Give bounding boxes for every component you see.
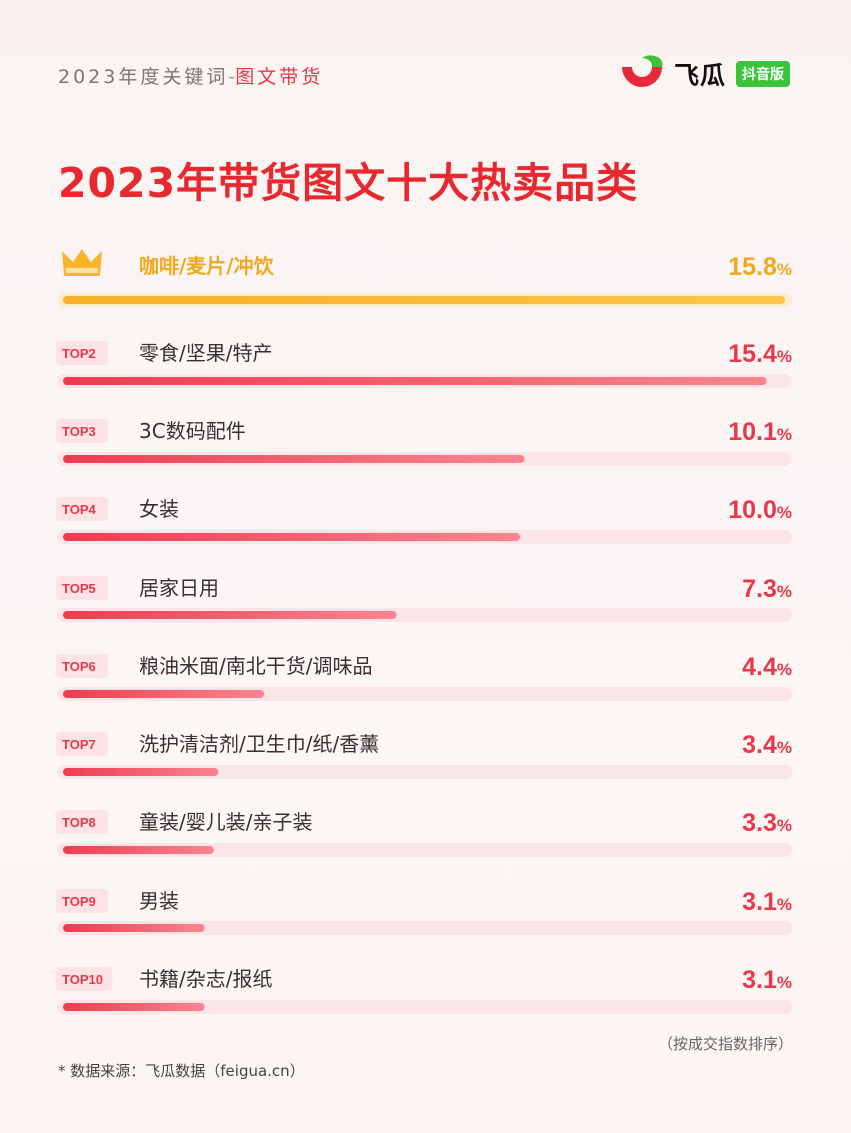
chart-row: TOP3 3C数码配件 10.1% — [56, 418, 792, 466]
chart-row: TOP6 粮油米面/南北干货/调味品 4.4% — [56, 653, 792, 701]
chart-title: 2023年带货图文十大热卖品类 — [58, 159, 639, 207]
rank-badge: TOP7 — [56, 732, 108, 756]
value-label: 3.4% — [742, 731, 792, 759]
brand-logo: 飞瓜 抖音版 — [618, 55, 791, 93]
value-label: 3.1% — [742, 888, 792, 916]
bar — [63, 455, 525, 463]
bar — [63, 846, 214, 854]
header-kicker: 2023年度关键词-图文带货 — [58, 62, 323, 89]
rank-label: TOP5 — [62, 581, 96, 596]
category-label: 书籍/杂志/报纸 — [139, 967, 272, 991]
bar-track — [57, 765, 792, 779]
rank-label: TOP9 — [62, 894, 96, 909]
chart-row: TOP9 男装 3.1% — [56, 888, 792, 935]
rank-label: TOP2 — [62, 346, 96, 361]
sort-note: （按成交指数排序） — [657, 1035, 793, 1053]
kicker-highlight: 图文带货 — [235, 66, 324, 88]
chart-row: TOP8 童装/婴儿装/亲子装 3.3% — [56, 809, 792, 857]
chart-row: 咖啡/麦片/冲饮 15.8% — [57, 249, 792, 307]
rank-badge: TOP9 — [56, 889, 108, 913]
kicker-separator: - — [228, 66, 236, 88]
rank-badge: TOP10 — [56, 967, 112, 991]
bar — [63, 690, 265, 698]
bar — [63, 768, 219, 776]
rank-badge: TOP2 — [56, 341, 108, 365]
rank-badge: TOP4 — [56, 497, 108, 521]
value-label: 7.3% — [742, 575, 792, 603]
category-label: 粮油米面/南北干货/调味品 — [139, 654, 372, 678]
chart-row: TOP2 零食/坚果/特产 15.4% — [56, 340, 792, 388]
chart-row: TOP10 书籍/杂志/报纸 3.1% — [56, 966, 792, 1014]
category-label: 洗护清洁剂/卫生巾/纸/香薰 — [139, 732, 379, 756]
category-label: 3C数码配件 — [139, 419, 246, 443]
chart-row: TOP7 洗护清洁剂/卫生巾/纸/香薰 3.4% — [56, 731, 792, 779]
rank-badge: TOP8 — [56, 810, 108, 834]
rank-label: TOP10 — [62, 972, 103, 987]
melon-logo-icon — [622, 55, 663, 87]
bar — [63, 377, 767, 385]
category-label: 零食/坚果/特产 — [139, 341, 272, 365]
bar-track — [57, 843, 792, 857]
rank-badge: TOP6 — [56, 654, 108, 678]
rank-label: TOP8 — [62, 815, 96, 830]
value-label: 15.4% — [728, 340, 792, 368]
value-label: 3.3% — [742, 809, 792, 837]
source-note: * 数据来源：飞瓜数据（feigua.cn） — [58, 1062, 305, 1080]
bar — [63, 533, 520, 541]
rank-label: TOP7 — [62, 737, 96, 752]
rank-label: TOP4 — [62, 502, 96, 517]
rank-badge: TOP5 — [56, 576, 108, 600]
rank-badge: TOP3 — [56, 419, 108, 443]
category-label: 男装 — [139, 889, 179, 913]
brand-badge: 抖音版 — [736, 61, 791, 87]
category-label: 咖啡/麦片/冲饮 — [139, 254, 275, 278]
rank-label: TOP6 — [62, 659, 96, 674]
category-label: 居家日用 — [139, 576, 219, 600]
bar — [63, 924, 205, 932]
bar-track — [57, 921, 792, 935]
bar-track — [57, 1000, 792, 1014]
category-label: 童装/婴儿装/亲子装 — [139, 810, 312, 834]
value-label: 3.1% — [742, 966, 792, 994]
value-label: 4.4% — [742, 653, 792, 681]
value-label: 10.0% — [728, 496, 792, 524]
value-label: 10.1% — [728, 418, 792, 446]
category-label: 女装 — [139, 497, 179, 521]
bar — [63, 296, 785, 304]
value-label: 15.8% — [728, 253, 792, 281]
kicker-prefix: 2023年度关键词 — [58, 66, 229, 88]
brand-name: 飞瓜 — [674, 61, 727, 90]
bar — [63, 1003, 205, 1011]
bar — [63, 611, 397, 619]
chart-row: TOP4 女装 10.0% — [56, 496, 792, 544]
chart-row: TOP5 居家日用 7.3% — [56, 575, 792, 622]
rank-label: TOP3 — [62, 424, 96, 439]
crown-icon — [62, 249, 102, 276]
